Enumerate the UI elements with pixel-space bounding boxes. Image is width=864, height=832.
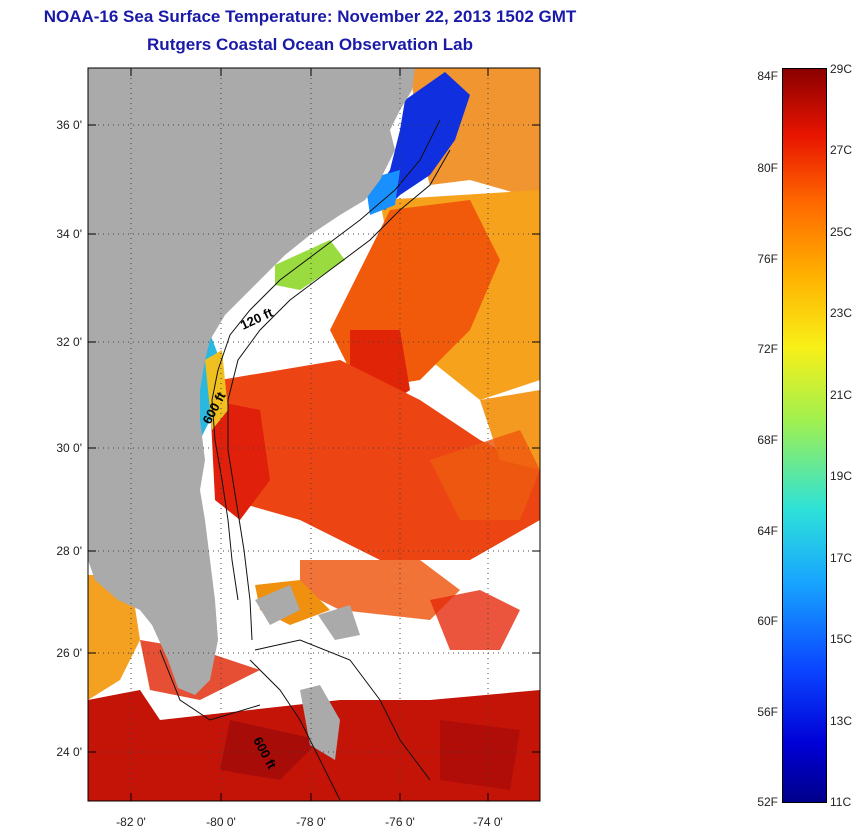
colorbar-f-76: 76F [757, 252, 778, 266]
lon-label-82: -82 0' [116, 815, 146, 829]
colorbar-c-11: 11C [830, 795, 852, 809]
land-mass [88, 68, 415, 760]
lat-label-26: 26 0' [56, 646, 82, 660]
graticule [88, 68, 540, 801]
colorbar-f-52: 52F [757, 795, 778, 809]
colorbar-f-80: 80F [757, 161, 778, 175]
colorbar-f-72: 72F [757, 342, 778, 356]
depth-contours [159, 119, 451, 801]
colorbar-c-25: 25C [830, 225, 853, 239]
colorbar-f-68: 68F [757, 433, 778, 447]
colorbar-c-13: 13C [830, 714, 853, 728]
colorbar-c-29: 29C [830, 62, 853, 76]
colorbar-f-64: 64F [757, 524, 778, 538]
colorbar-c-27: 27C [830, 143, 853, 157]
lat-label-32: 32 0' [56, 335, 82, 349]
lon-label-76: -76 0' [385, 815, 415, 829]
lat-label-30: 30 0' [56, 441, 82, 455]
colorbar-c-23: 23C [830, 306, 853, 320]
lon-label-74: -74 0' [473, 815, 503, 829]
colorbar-c-19: 19C [830, 469, 853, 483]
map-subtitle: Rutgers Coastal Ocean Observation Lab [147, 35, 473, 54]
lat-label-24: 24 0' [56, 745, 82, 759]
lon-label-78: -78 0' [296, 815, 326, 829]
lat-label-34: 34 0' [56, 227, 82, 241]
tick-marks [88, 68, 540, 801]
temperature-colorbar [782, 68, 827, 803]
lon-label-80: -80 0' [206, 815, 236, 829]
colorbar-f-56: 56F [757, 705, 778, 719]
colorbar-c-21: 21C [830, 388, 853, 402]
colorbar-f-60: 60F [757, 614, 778, 628]
lat-label-28: 28 0' [56, 544, 82, 558]
lat-label-36: 36 0' [56, 118, 82, 132]
map-title: NOAA-16 Sea Surface Temperature: Novembe… [43, 7, 577, 26]
colorbar-c-15: 15C [830, 632, 853, 646]
map-frame [87, 67, 541, 802]
colorbar-c-17: 17C [830, 551, 853, 565]
colorbar-f-84: 84F [757, 69, 778, 83]
